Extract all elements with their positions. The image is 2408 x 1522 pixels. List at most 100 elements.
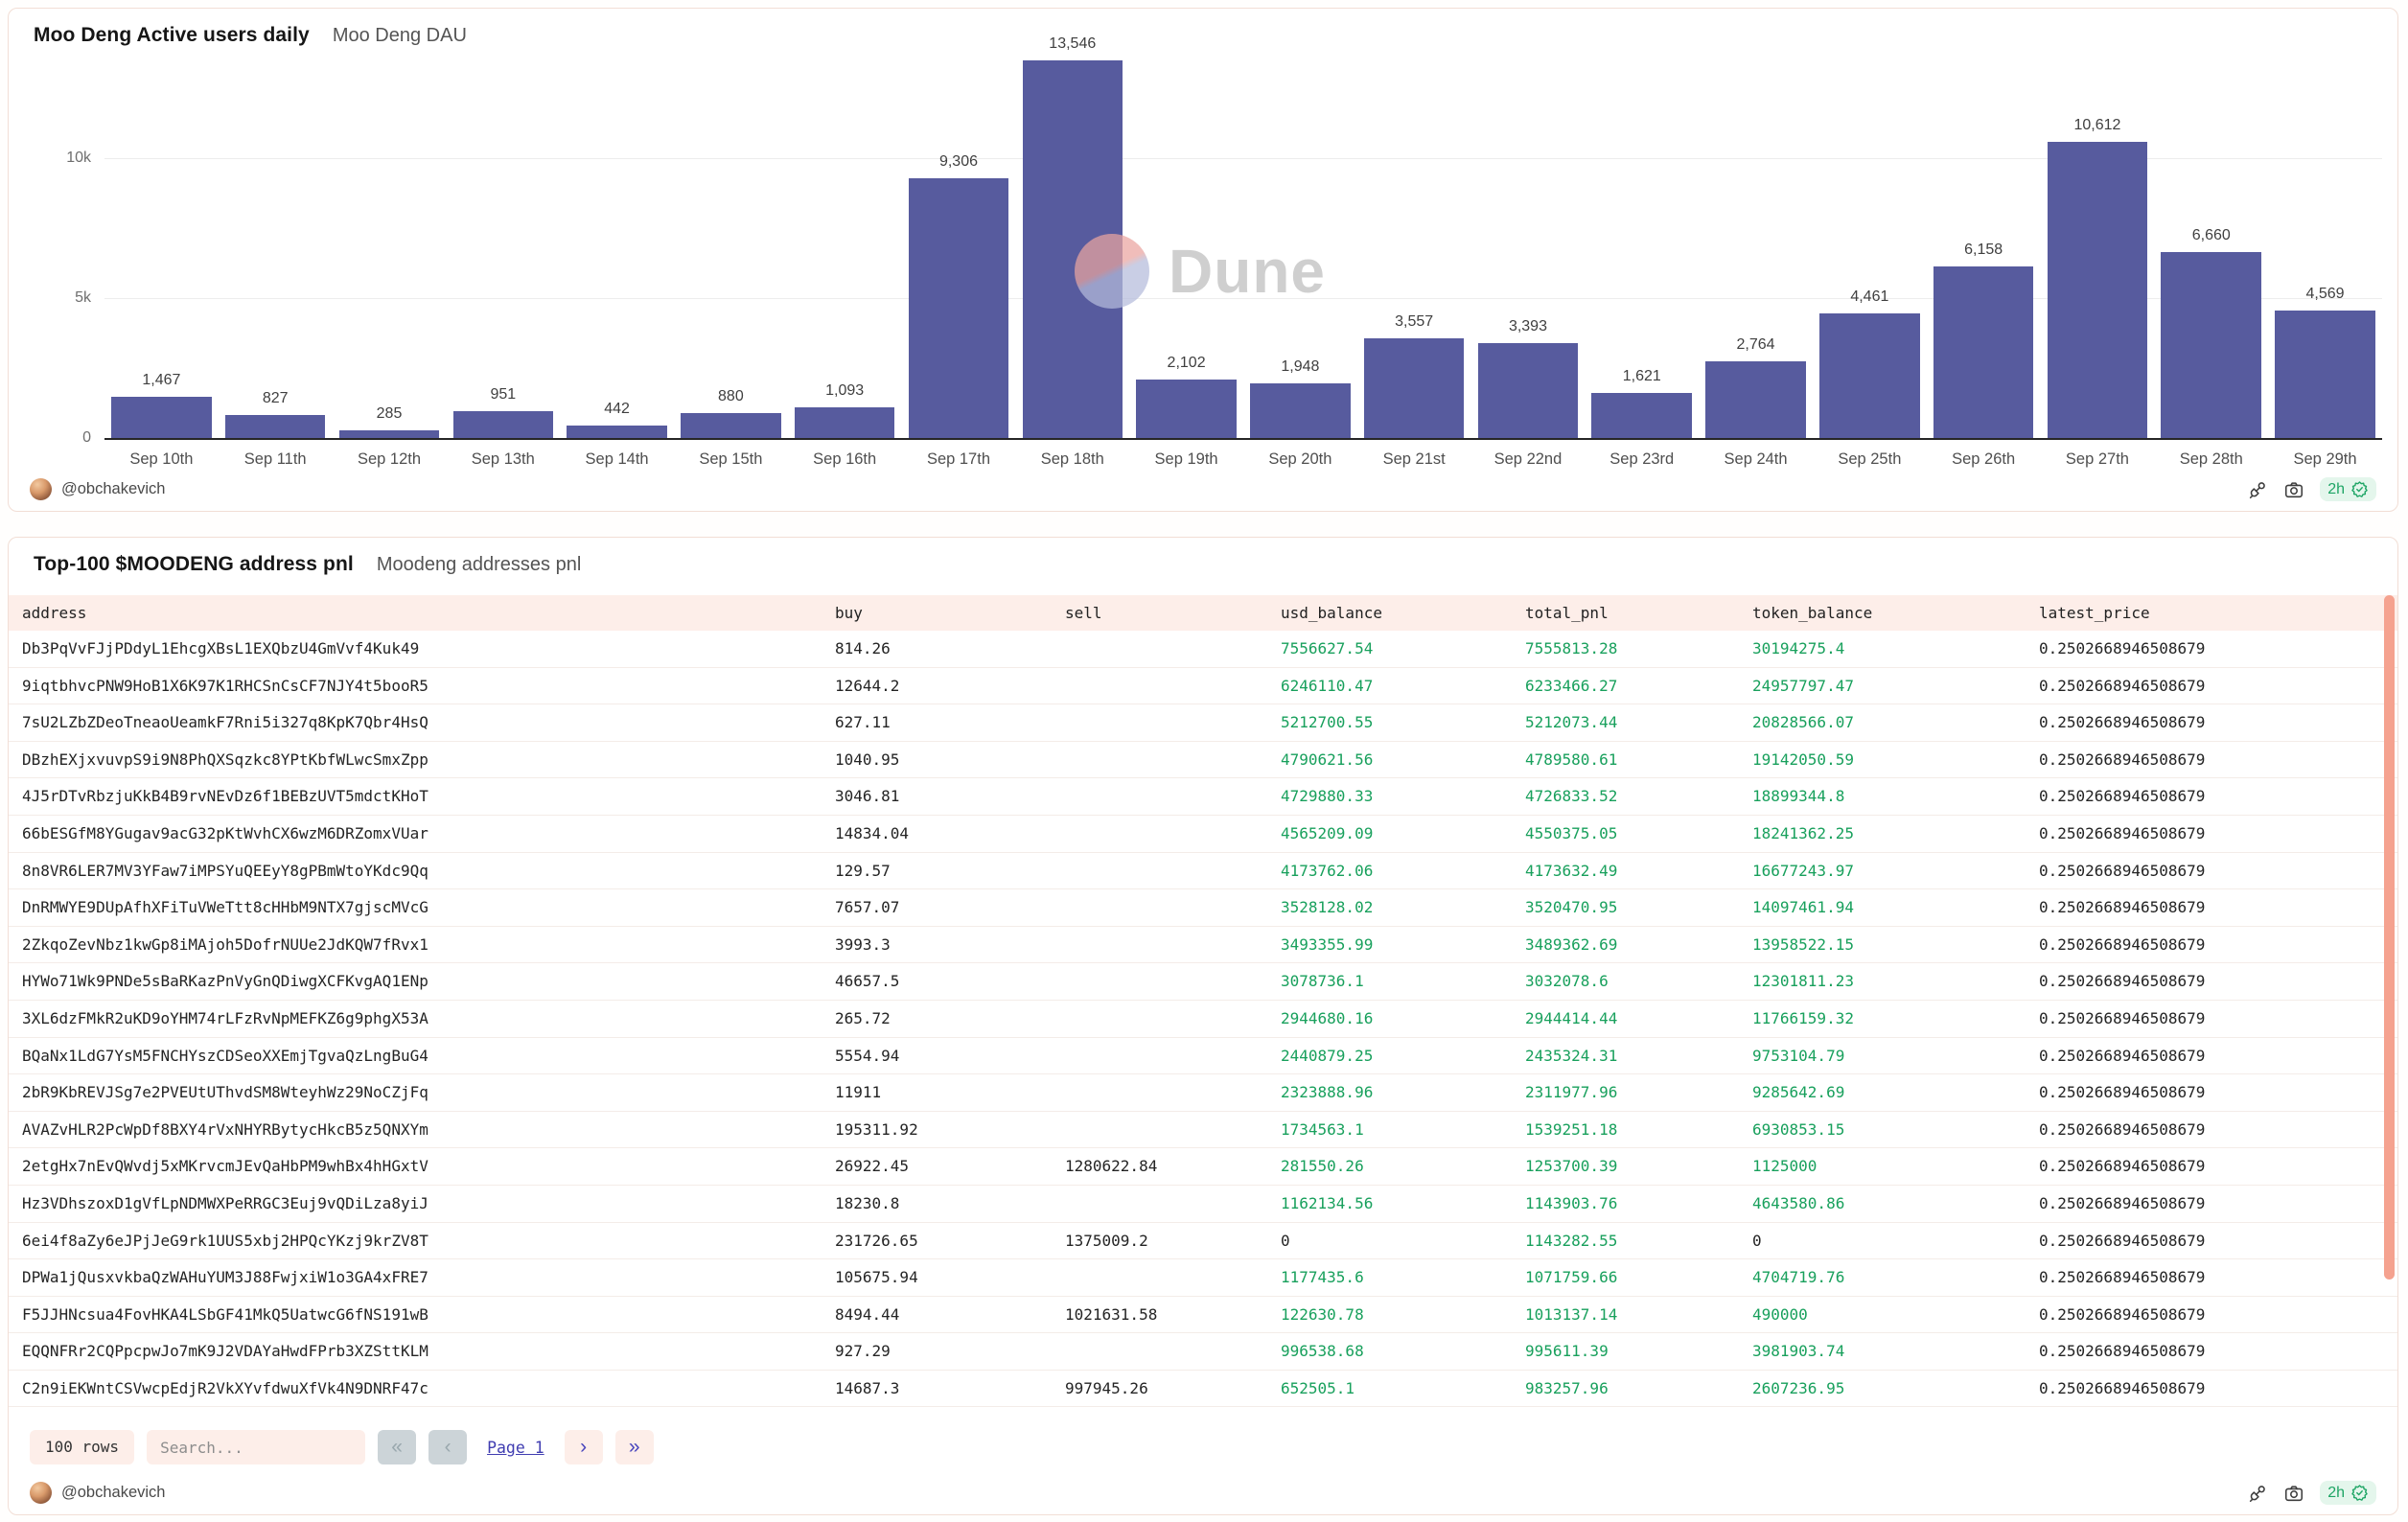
bar-sep-11th[interactable] xyxy=(224,415,326,438)
cell-total_pnl: 4789580.61 xyxy=(1525,749,1618,769)
x-axis-label: Sep 17th xyxy=(926,450,990,468)
bar-value-label: 1,621 xyxy=(1622,368,1661,384)
cell-usd_balance: 0 xyxy=(1281,1231,1290,1250)
cell-latest_price: 0.2502668946508679 xyxy=(2039,639,2206,657)
cell-usd_balance: 4565209.09 xyxy=(1281,823,1374,842)
cell-buy: 3046.81 xyxy=(835,787,900,806)
cell-address: DnRMWYE9DUpAfhXFiTuVWeTtt8cHHbM9NTX7gjsc… xyxy=(22,898,428,917)
screenshot-camera-icon[interactable] xyxy=(2283,1483,2304,1504)
refresh-status-badge[interactable]: 2h xyxy=(2320,1481,2376,1505)
bar-value-label: 880 xyxy=(718,388,744,404)
cell-sell xyxy=(1065,1259,1281,1296)
table-row: 4J5rDTvRbzjuKkB4B9rvNEvDz6f1BEBzUVT5mdct… xyxy=(9,778,2397,816)
column-header-address[interactable]: address xyxy=(22,604,87,622)
bar-slot-sep-15th: 880 Sep 15th xyxy=(674,45,788,468)
cell-sell xyxy=(1065,1074,1281,1111)
cell-buy: 12644.2 xyxy=(835,676,900,695)
cell-buy: 1040.95 xyxy=(835,749,900,769)
search-input[interactable] xyxy=(147,1430,366,1464)
cell-usd_balance: 3078736.1 xyxy=(1281,972,1364,991)
cell-sell xyxy=(1065,963,1281,1000)
cell-token_balance: 18899344.8 xyxy=(1752,787,1845,806)
bar-sep-19th[interactable] xyxy=(1136,380,1237,438)
cell-usd_balance: 2944680.16 xyxy=(1281,1008,1374,1027)
bar-sep-17th[interactable] xyxy=(908,178,1009,438)
table-scrollbar[interactable] xyxy=(2384,595,2395,1280)
column-header-token_balance[interactable]: token_balance xyxy=(1752,604,1873,622)
author-avatar xyxy=(30,1482,52,1504)
cell-sell xyxy=(1065,631,1281,667)
bar-sep-29th[interactable] xyxy=(2275,311,2375,438)
column-header-latest_price[interactable]: latest_price xyxy=(2039,604,2150,622)
bar-sep-12th[interactable] xyxy=(338,430,440,438)
bar-sep-16th[interactable] xyxy=(794,407,895,438)
bar-slot-sep-27th: 10,612 Sep 27th xyxy=(2041,45,2155,468)
cell-token_balance: 2607236.95 xyxy=(1752,1378,1845,1397)
cell-total_pnl: 3032078.6 xyxy=(1525,972,1609,991)
column-header-usd_balance[interactable]: usd_balance xyxy=(1281,604,1382,622)
bar-slot-sep-13th: 951 Sep 13th xyxy=(446,45,560,468)
cell-sell xyxy=(1065,1186,1281,1222)
gridline-5k xyxy=(104,298,2382,299)
cell-total_pnl: 1539251.18 xyxy=(1525,1119,1618,1139)
column-header-buy[interactable]: buy xyxy=(835,604,863,622)
bar-slot-sep-14th: 442 Sep 14th xyxy=(560,45,674,468)
cell-address: AVAZvHLR2PcWpDf8BXY4rVxNHYRBytycHkcB5z5Q… xyxy=(22,1119,428,1139)
cell-total_pnl: 3489362.69 xyxy=(1525,934,1618,954)
cell-sell: 997945.26 xyxy=(1065,1378,1148,1397)
bar-value-label: 6,660 xyxy=(2191,227,2231,243)
bar-value-label: 1,948 xyxy=(1281,358,1320,375)
bar-sep-10th[interactable] xyxy=(111,397,212,438)
fork-icon[interactable] xyxy=(2247,479,2268,500)
cell-sell xyxy=(1065,1001,1281,1037)
bar-sep-20th[interactable] xyxy=(1250,383,1351,438)
screenshot-camera-icon[interactable] xyxy=(2283,479,2304,500)
bar-slot-sep-19th: 2,102 Sep 19th xyxy=(1129,45,1243,468)
bar-sep-22nd[interactable] xyxy=(1477,343,1579,438)
cell-total_pnl: 7555813.28 xyxy=(1525,639,1618,657)
column-header-total_pnl[interactable]: total_pnl xyxy=(1525,604,1609,622)
cell-total_pnl: 4726833.52 xyxy=(1525,787,1618,806)
chart-footer-icons: 2h xyxy=(2247,477,2376,501)
bar-sep-15th[interactable] xyxy=(681,413,781,438)
x-axis-label: Sep 13th xyxy=(471,450,535,468)
bar-sep-25th[interactable] xyxy=(1819,313,1920,438)
refresh-status-badge[interactable]: 2h xyxy=(2320,477,2376,501)
cell-latest_price: 0.2502668946508679 xyxy=(2039,934,2206,954)
cell-latest_price: 0.2502668946508679 xyxy=(2039,1342,2206,1361)
bar-sep-27th[interactable] xyxy=(2047,142,2148,438)
table-row: 2etgHx7nEvQWvdj5xMKrvcmJEvQaHbPM9whBx4hH… xyxy=(9,1148,2397,1186)
bar-sep-23rd[interactable] xyxy=(1591,393,1693,438)
bar-sep-14th[interactable] xyxy=(567,426,667,438)
table-row: 66bESGfM8YGugav9acG32pKtWvhCX6wzM6DRZomx… xyxy=(9,816,2397,853)
cell-buy: 814.26 xyxy=(835,639,891,657)
chart-title: Moo Deng Active users daily xyxy=(34,24,310,46)
bar-sep-21st[interactable] xyxy=(1363,338,1465,438)
bar-sep-28th[interactable] xyxy=(2161,252,2261,438)
cell-token_balance: 6930853.15 xyxy=(1752,1119,1845,1139)
x-axis-label: Sep 28th xyxy=(2179,450,2243,468)
x-axis-label: Sep 23rd xyxy=(1609,450,1675,468)
x-axis-label: Sep 12th xyxy=(357,450,422,468)
prev-page-button[interactable]: ‹ xyxy=(428,1430,468,1464)
x-axis-label: Sep 21st xyxy=(1382,450,1446,468)
y-tick-10k: 10k xyxy=(66,150,91,166)
bar-slot-sep-21st: 3,557 Sep 21st xyxy=(1357,45,1471,468)
column-header-sell[interactable]: sell xyxy=(1065,604,1102,622)
bar-sep-24th[interactable] xyxy=(1705,361,1806,438)
table-row: AVAZvHLR2PcWpDf8BXY4rVxNHYRBytycHkcB5z5Q… xyxy=(9,1112,2397,1149)
bar-slot-sep-10th: 1,467 Sep 10th xyxy=(104,45,219,468)
last-page-button[interactable]: » xyxy=(614,1430,654,1464)
fork-icon[interactable] xyxy=(2247,1483,2268,1504)
bar-sep-18th[interactable] xyxy=(1022,60,1123,438)
cell-latest_price: 0.2502668946508679 xyxy=(2039,1083,2206,1102)
first-page-button[interactable]: « xyxy=(378,1430,417,1464)
cell-usd_balance: 281550.26 xyxy=(1281,1157,1364,1176)
next-page-button[interactable]: › xyxy=(564,1430,603,1464)
bar-sep-13th[interactable] xyxy=(452,411,554,438)
cell-latest_price: 0.2502668946508679 xyxy=(2039,1046,2206,1065)
cell-total_pnl: 1253700.39 xyxy=(1525,1157,1618,1176)
page-indicator-link[interactable]: Page 1 xyxy=(487,1438,544,1457)
table-row: 2bR9KbREVJSg7e2PVEUtUThvdSM8WteyhWz29NoC… xyxy=(9,1074,2397,1112)
bar-sep-26th[interactable] xyxy=(1933,266,2034,438)
